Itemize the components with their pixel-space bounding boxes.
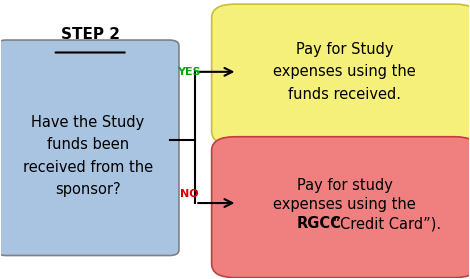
FancyBboxPatch shape: [212, 137, 470, 278]
Text: YES: YES: [177, 67, 200, 77]
Text: “Credit Card”).: “Credit Card”).: [333, 216, 441, 231]
Text: Pay for Study
expenses using the
funds received.: Pay for Study expenses using the funds r…: [274, 42, 416, 102]
FancyBboxPatch shape: [0, 40, 179, 256]
FancyBboxPatch shape: [212, 4, 470, 145]
Text: NO: NO: [180, 189, 199, 199]
Text: expenses using the: expenses using the: [274, 197, 416, 212]
Text: Pay for study: Pay for study: [297, 177, 393, 193]
Text: RGCC: RGCC: [297, 216, 342, 231]
Text: Have the Study
funds been
received from the
sponsor?: Have the Study funds been received from …: [23, 115, 153, 197]
Text: STEP 2: STEP 2: [61, 27, 120, 42]
